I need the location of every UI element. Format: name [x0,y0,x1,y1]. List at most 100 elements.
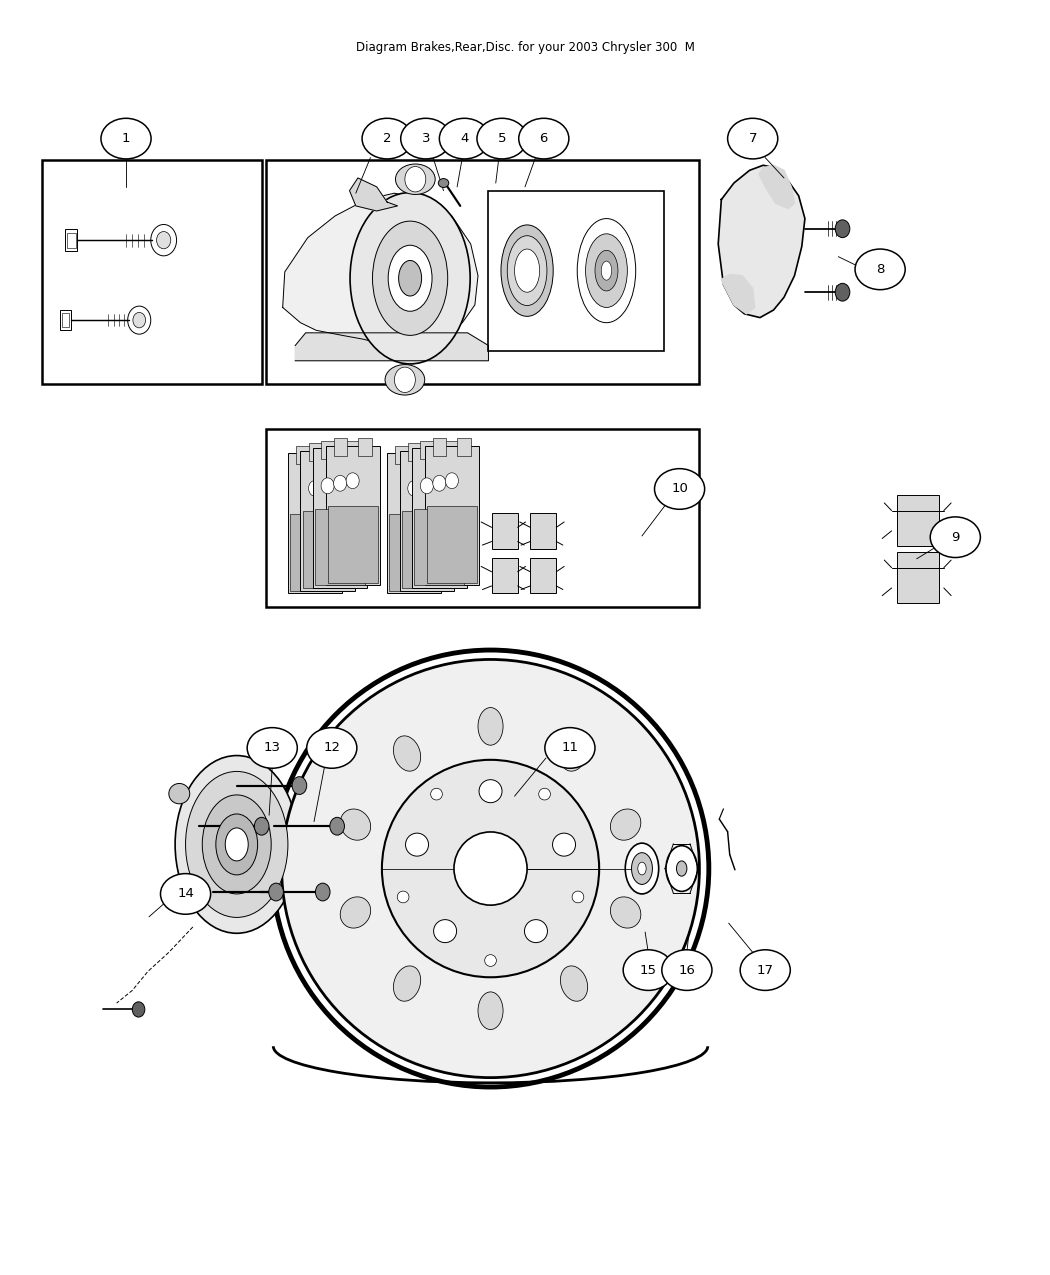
Bar [491,513,518,548]
Polygon shape [295,333,488,361]
Ellipse shape [519,119,569,159]
Bar [60,310,71,330]
Bar [387,454,441,593]
Bar [358,439,372,456]
Circle shape [309,481,321,496]
Ellipse shape [610,896,640,928]
Bar [413,449,466,588]
Ellipse shape [394,736,421,771]
Text: 15: 15 [639,964,656,977]
Polygon shape [721,274,755,314]
Bar [62,314,69,326]
Bar [445,441,459,459]
Ellipse shape [175,756,298,933]
Circle shape [292,776,307,794]
Ellipse shape [740,950,791,991]
Bar [328,506,378,583]
Ellipse shape [226,827,248,861]
Bar [296,446,310,464]
Bar [400,451,454,590]
Bar [334,439,348,456]
Circle shape [407,481,421,496]
Text: 16: 16 [678,964,695,977]
Ellipse shape [203,794,271,894]
Ellipse shape [399,260,422,296]
Circle shape [269,884,284,901]
Bar [290,514,340,590]
Text: Diagram Brakes,Rear,Disc. for your 2003 Chrysler 300  M: Diagram Brakes,Rear,Disc. for your 2003 … [356,41,694,54]
Circle shape [254,817,269,835]
Ellipse shape [169,783,190,803]
Text: 12: 12 [323,742,340,755]
Ellipse shape [216,813,257,875]
Ellipse shape [307,728,357,769]
Text: 4: 4 [460,133,468,145]
Circle shape [156,232,171,249]
Bar [420,446,434,464]
Bar [897,495,939,546]
Ellipse shape [385,365,425,395]
Ellipse shape [586,233,627,307]
Ellipse shape [572,891,584,903]
Circle shape [133,312,146,328]
Bar [67,232,76,247]
Ellipse shape [478,708,503,745]
Ellipse shape [396,164,435,195]
Ellipse shape [666,845,697,891]
Ellipse shape [610,810,640,840]
Ellipse shape [178,878,208,907]
Bar [320,446,334,464]
Bar [321,441,335,459]
Ellipse shape [438,179,448,187]
Ellipse shape [272,650,709,1088]
Polygon shape [282,194,478,346]
Text: 14: 14 [177,887,194,900]
Text: 17: 17 [757,964,774,977]
Ellipse shape [654,469,705,509]
Ellipse shape [624,950,673,991]
Polygon shape [350,179,398,210]
Bar [395,446,408,464]
Circle shape [321,478,334,493]
Bar [266,161,699,384]
Ellipse shape [595,250,618,291]
Bar [530,557,556,593]
Ellipse shape [930,516,981,557]
Ellipse shape [602,261,612,280]
Bar [390,514,439,590]
Ellipse shape [539,788,550,799]
Bar [345,441,359,459]
Ellipse shape [561,966,588,1001]
Bar [530,513,556,548]
Bar [425,446,479,585]
Text: 13: 13 [264,742,280,755]
Ellipse shape [514,249,540,292]
Bar [302,511,353,588]
Circle shape [405,167,426,193]
Circle shape [346,473,359,488]
Bar [326,446,380,585]
Text: 3: 3 [421,133,430,145]
Ellipse shape [501,224,553,316]
Ellipse shape [631,853,652,885]
Bar [313,449,367,588]
Ellipse shape [478,992,503,1029]
Ellipse shape [485,955,497,966]
Bar [266,430,699,607]
Ellipse shape [401,119,450,159]
Bar [402,511,452,588]
Bar [65,230,78,251]
Ellipse shape [637,862,646,875]
Ellipse shape [434,919,457,942]
Ellipse shape [479,780,502,803]
Ellipse shape [454,833,527,905]
Ellipse shape [625,843,658,894]
Bar [415,509,464,585]
Ellipse shape [362,119,413,159]
Circle shape [132,1002,145,1017]
Ellipse shape [281,659,699,1077]
Text: 5: 5 [498,133,506,145]
Bar [407,444,421,462]
Text: 2: 2 [383,133,392,145]
Ellipse shape [101,119,151,159]
